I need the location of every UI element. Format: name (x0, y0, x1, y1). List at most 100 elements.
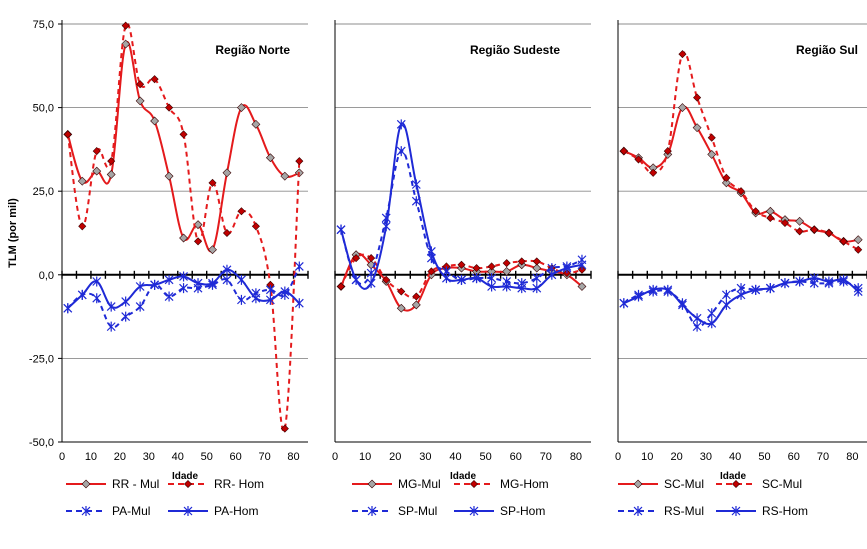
data-point (721, 178, 731, 188)
data-point (251, 222, 260, 231)
legend-entry: PA-Hom (168, 504, 258, 518)
data-point (502, 281, 512, 292)
data-point (280, 286, 290, 297)
data-point (222, 228, 231, 238)
data-point (502, 259, 511, 268)
legend-entry: SP-Hom (454, 504, 545, 518)
legend-label: SP-Mul (398, 504, 437, 518)
data-point (619, 298, 629, 309)
data-point (634, 155, 643, 164)
legend-marker (81, 479, 91, 489)
x-tick-label: 50 (479, 451, 491, 463)
data-point (193, 237, 203, 246)
data-point (135, 281, 145, 292)
data-point (106, 321, 116, 332)
data-point (150, 116, 160, 126)
data-point (92, 147, 101, 156)
data-point (795, 276, 805, 287)
data-point (63, 130, 72, 139)
data-point (92, 166, 102, 176)
x-tick-label: 20 (114, 451, 126, 463)
y-tick-label: -25,0 (29, 353, 54, 365)
series-4 (336, 119, 587, 294)
data-point (648, 284, 658, 295)
data-point (562, 269, 571, 278)
data-point (136, 80, 145, 89)
data-point (692, 313, 702, 324)
data-point (722, 173, 731, 182)
data-point (164, 291, 174, 302)
data-point (397, 287, 406, 296)
legend-marker (367, 479, 377, 489)
data-point (810, 225, 819, 234)
y-tick-label: 75,0 (33, 19, 54, 31)
x-tick-label: 70 (258, 451, 270, 463)
series-line (623, 105, 859, 243)
legend-marker (81, 506, 91, 516)
data-point (106, 170, 116, 179)
data-point (795, 216, 805, 226)
data-point (280, 171, 290, 181)
x-tick-label: 70 (540, 451, 552, 463)
legend-label: MG-Hom (500, 477, 549, 491)
data-point (853, 286, 863, 297)
legend-label: RR- Hom (214, 477, 264, 491)
y-tick-label: 25,0 (33, 186, 54, 198)
data-point (457, 274, 466, 285)
series-line (66, 41, 300, 253)
legend-marker (633, 506, 643, 516)
data-point (678, 103, 687, 113)
data-point (839, 274, 848, 285)
legend-label: SC-Mul (664, 477, 704, 491)
data-point (577, 265, 586, 274)
x-axis-label: Idade (720, 471, 747, 482)
chart-panel-1: -50,0 -25,0 0,0 25,0 50,0 75,0 TLM (por mil) 0 1… (7, 19, 309, 482)
y-tick-label: -50,0 (29, 437, 54, 449)
data-point (692, 321, 702, 332)
legend-entry: RS-Mul (618, 504, 704, 518)
x-tick-label: 80 (846, 451, 858, 463)
x-tick-label: 10 (359, 451, 371, 463)
series-4 (63, 264, 304, 314)
legend-marker (633, 479, 643, 489)
y-axis-label: TLM (por mil) (7, 198, 19, 268)
data-point (693, 93, 702, 102)
x-tick-label: 0 (615, 451, 621, 463)
data-point (532, 263, 542, 273)
data-point (532, 283, 542, 294)
legend-entry: RR- Hom (168, 477, 264, 491)
data-point (164, 274, 174, 285)
data-point (179, 271, 188, 282)
data-point (809, 273, 819, 284)
data-point (487, 281, 497, 292)
data-point (721, 289, 731, 300)
data-point (336, 282, 346, 291)
data-point (663, 147, 672, 156)
legend-entry: SP-Mul (352, 504, 437, 518)
data-point (751, 207, 760, 216)
data-point (427, 267, 436, 276)
legend-entry: RR - Mul (66, 477, 159, 491)
data-point (795, 227, 804, 236)
x-tick-label: 10 (85, 451, 97, 463)
data-point (692, 123, 702, 133)
data-point (295, 157, 304, 166)
data-point (411, 300, 421, 310)
legend-label: SC-Mul (762, 477, 802, 491)
data-point (457, 260, 466, 269)
legend-label: RS-Mul (664, 504, 704, 518)
data-point (678, 50, 687, 59)
data-point (164, 171, 174, 181)
data-point (222, 264, 232, 275)
data-point (121, 296, 131, 307)
legend-label: MG-Mul (398, 477, 441, 491)
data-point (222, 168, 232, 178)
data-point (839, 237, 848, 246)
data-point (707, 308, 717, 319)
data-point (619, 147, 628, 156)
data-point (78, 222, 87, 231)
data-point (237, 207, 246, 216)
series-line (66, 22, 301, 433)
data-point (121, 39, 131, 49)
data-point (577, 259, 587, 270)
